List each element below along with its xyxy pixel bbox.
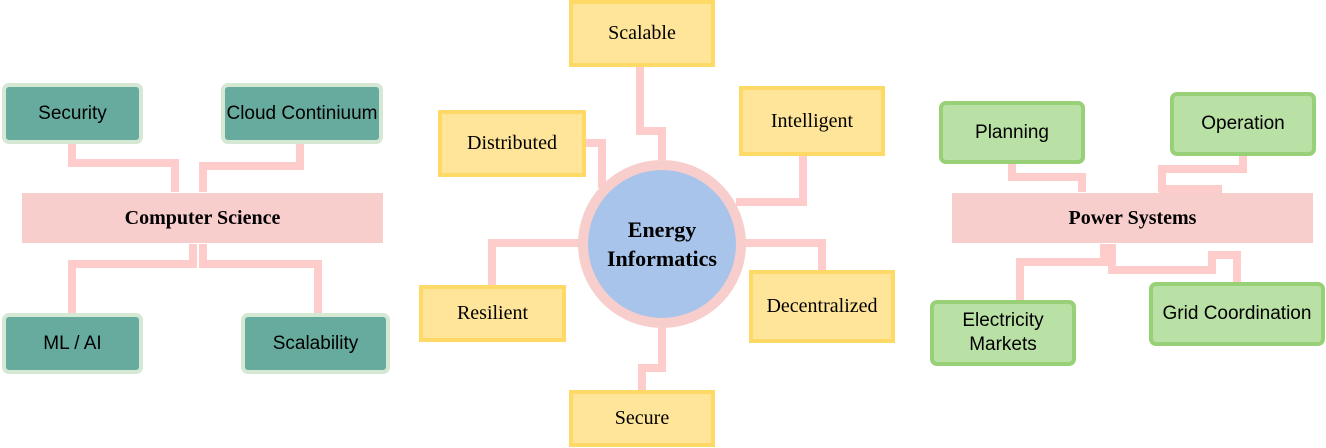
connector-ei-resilient — [488, 239, 580, 288]
resilient-label: Resilient — [456, 302, 529, 324]
energy-informatics-title: Energy Informatics — [607, 217, 717, 271]
connector-ei-distributed — [584, 139, 606, 188]
ml-ai-node: ML / AI — [2, 313, 143, 374]
cloud-continuum-label: Cloud Continiuum — [226, 102, 378, 124]
connector-ei-intelligent — [736, 154, 807, 206]
connector-ei-secure — [638, 322, 666, 392]
electricity-markets-label: Electricity Markets — [962, 310, 1044, 355]
operation-node: Operation — [1170, 92, 1316, 156]
connector-ei-decentralized — [745, 239, 826, 272]
connector-ps-planning — [1008, 162, 1086, 192]
computer-science-hub: Computer Science — [22, 193, 383, 243]
intelligent-node: Intelligent — [739, 86, 885, 156]
secure-label: Secure — [614, 407, 670, 429]
planning-label: Planning — [975, 121, 1049, 143]
power-systems-title: Power Systems — [1068, 206, 1197, 229]
security-label: Security — [38, 102, 107, 124]
decentralized-label: Decentralized — [766, 295, 878, 317]
connector-cs-security — [68, 140, 179, 192]
connector-cs-scalability — [199, 244, 322, 314]
scalable-node: Scalable — [569, 0, 715, 67]
scalable-label: Scalable — [608, 22, 676, 44]
ml-ai-label: ML / AI — [43, 332, 102, 354]
decentralized-node: Decentralized — [749, 270, 895, 343]
electricity-markets-node: Electricity Markets — [930, 300, 1076, 366]
connector-ps-markets — [1016, 244, 1108, 302]
secure-node: Secure — [569, 390, 715, 447]
connector-ps-grid — [1108, 244, 1241, 284]
security-node: Security — [2, 83, 143, 144]
connector-cs-cloud — [199, 142, 304, 192]
intelligent-label: Intelligent — [770, 109, 854, 132]
grid-coordination-label: Grid Coordination — [1162, 303, 1312, 324]
operation-label: Operation — [1201, 113, 1285, 134]
scalability-label: Scalability — [272, 332, 359, 354]
cloud-continuum-node: Cloud Continiuum — [221, 83, 383, 144]
grid-coordination-node: Grid Coordination — [1149, 282, 1325, 346]
power-systems-hub: Power Systems — [952, 193, 1313, 243]
resilient-node: Resilient — [419, 285, 566, 342]
connector-ei-scalable — [636, 64, 666, 160]
planning-node: Planning — [939, 101, 1085, 164]
connector-ps-operation — [1158, 154, 1247, 192]
energy-informatics-center: Energy Informatics — [578, 160, 746, 328]
connector-cs-mlai — [68, 244, 197, 314]
computer-science-title: Computer Science — [124, 206, 281, 229]
distributed-label: Distributed — [467, 132, 557, 154]
distributed-node: Distributed — [438, 110, 586, 177]
scalability-node: Scalability — [241, 313, 390, 374]
